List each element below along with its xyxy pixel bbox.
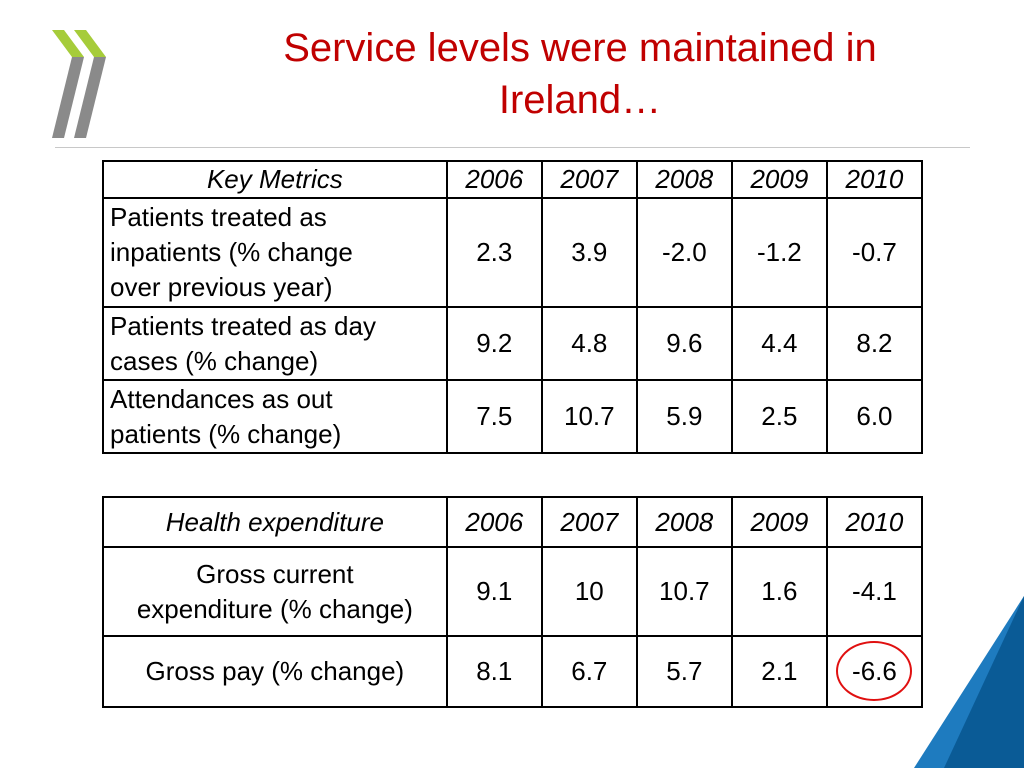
logo-chevron-light-top — [52, 30, 84, 57]
value-cell: 6.0 — [825, 379, 924, 454]
header-year-cell: 2006 — [445, 496, 543, 548]
label-line: Attendances as out — [110, 383, 333, 414]
highlighted-value-cell: -6.6 — [825, 635, 924, 708]
header-year-cell: 2009 — [730, 160, 828, 199]
table-row: Gross current expenditure (% change) 9.1… — [102, 546, 924, 637]
value-cell: 5.7 — [635, 635, 733, 708]
logo-chevron-light-top-2 — [74, 30, 106, 57]
value-cell: 1.6 — [730, 546, 828, 637]
corner-decoration-icon — [914, 596, 1024, 768]
table-row: Patients treated as inpatients (% change… — [102, 197, 924, 308]
value-cell: 9.1 — [445, 546, 543, 637]
label-line: Patients treated as — [110, 202, 327, 232]
value-cell: -1.2 — [730, 197, 828, 308]
row-label: Patients treated as inpatients (% change… — [102, 197, 448, 308]
value-cell: -2.0 — [635, 197, 733, 308]
value-cell: 2.1 — [730, 635, 828, 708]
row-label: Gross current expenditure (% change) — [102, 546, 448, 637]
label-line: Patients treated as day — [110, 310, 376, 341]
key-metrics-table: Key Metrics 2006 2007 2008 2009 2010 Pat… — [102, 160, 924, 454]
value-cell: 4.8 — [540, 306, 638, 381]
header-year-cell: 2009 — [730, 496, 828, 548]
table-header-row: Key Metrics 2006 2007 2008 2009 2010 — [102, 160, 924, 199]
header-year-cell: 2007 — [540, 496, 638, 548]
value-cell: 8.2 — [825, 306, 924, 381]
value-cell: 9.2 — [445, 306, 543, 381]
logo-chevron-dark-bottom-2 — [74, 57, 106, 138]
table-row: Attendances as out patients (% change) 7… — [102, 379, 924, 454]
header-year-cell: 2006 — [445, 160, 543, 199]
value-cell: -4.1 — [825, 546, 924, 637]
value-cell: 8.1 — [445, 635, 543, 708]
table-header-row: Health expenditure 2006 2007 2008 2009 2… — [102, 496, 924, 548]
value-cell: 9.6 — [635, 306, 733, 381]
header-cell: Health expenditure — [102, 496, 448, 548]
label-line: patients (% change) — [110, 418, 342, 449]
header-cell: Key Metrics — [102, 160, 448, 199]
highlight-circle-icon — [835, 641, 912, 701]
header-year-cell: 2007 — [540, 160, 638, 199]
value-cell: 10.7 — [540, 379, 638, 454]
label-line: Gross pay (% change) — [145, 656, 405, 686]
slide-title: Service levels were maintained in Irelan… — [283, 26, 877, 122]
header-year-cell: 2008 — [635, 160, 733, 199]
corner-shape-dark — [944, 596, 1024, 768]
value-cell: 10.7 — [635, 546, 733, 637]
label-line: Gross current — [196, 558, 354, 589]
header-year-cell: 2010 — [825, 160, 924, 199]
value-cell: 2.5 — [730, 379, 828, 454]
table-row: Gross pay (% change) 8.1 6.7 5.7 2.1 -6.… — [102, 635, 924, 708]
value-cell: 7.5 — [445, 379, 543, 454]
title-divider — [55, 147, 970, 148]
row-label: Attendances as out patients (% change) — [102, 379, 448, 454]
value-cell: -0.7 — [825, 197, 924, 308]
label-line: inpatients (% change — [110, 237, 353, 267]
logo-chevron-dark-bottom — [52, 57, 84, 138]
header-year-cell: 2008 — [635, 496, 733, 548]
row-label: Patients treated as day cases (% change) — [102, 306, 448, 381]
header-year-cell: 2010 — [825, 496, 924, 548]
value-cell: 4.4 — [730, 306, 828, 381]
value-cell: 5.9 — [635, 379, 733, 454]
oecd-chevron-logo-icon — [52, 30, 106, 138]
row-label: Gross pay (% change) — [102, 635, 448, 708]
label-line: over previous year) — [110, 272, 333, 302]
label-line: expenditure (% change) — [136, 593, 413, 624]
value-cell: 10 — [540, 546, 638, 637]
value-cell: 6.7 — [540, 635, 638, 708]
value-cell: 3.9 — [540, 197, 638, 308]
label-line: cases (% change) — [110, 345, 319, 376]
value-cell: 2.3 — [445, 197, 543, 308]
health-expenditure-table: Health expenditure 2006 2007 2008 2009 2… — [102, 496, 924, 708]
table-row: Patients treated as day cases (% change)… — [102, 306, 924, 381]
